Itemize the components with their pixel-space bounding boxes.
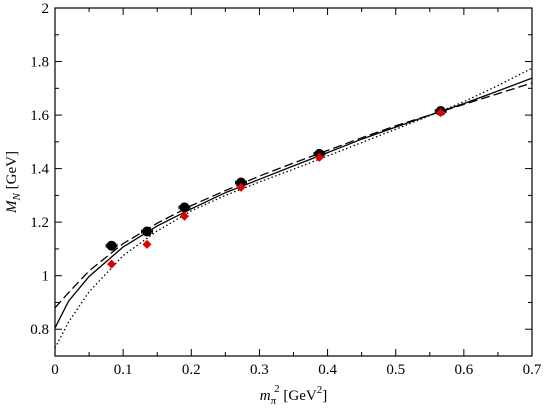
y-tick-label: 2 [42, 1, 50, 17]
tick-labels: 0 0.1 0.2 0.3 0.4 0.5 0.6 0.7 0.8 1 1.2 1.4 1.6 1.8 2 [30, 1, 542, 378]
data-point-diamond [314, 152, 324, 162]
fit-curve-solid [54, 77, 533, 329]
fit-curves [54, 67, 533, 349]
y-label-units: [GeV] [4, 151, 20, 193]
data-point-circle [106, 240, 117, 251]
data-point-diamond [179, 211, 189, 221]
data-point-circle [236, 177, 247, 188]
y-tick-label: 1.2 [30, 215, 49, 231]
y-label-main: M [4, 199, 20, 214]
y-label-sub: N [11, 192, 23, 201]
x-label-units-pre: [GeV [280, 388, 317, 404]
data-point-circle [179, 202, 190, 213]
x-tick-label: 0.5 [386, 362, 405, 378]
x-tick-label: 0.1 [114, 362, 133, 378]
data-point-diamond [107, 259, 117, 269]
x-label-main: m [260, 388, 271, 404]
plot-frame [54, 7, 533, 357]
y-tick-label: 1.8 [30, 55, 49, 71]
x-label-sub: π [271, 395, 277, 407]
x-axis-label: mπ2 [GeV2] [260, 383, 327, 407]
x-tick-label: 0.2 [182, 362, 201, 378]
fit-curve-dashed [54, 82, 533, 309]
data-points [105, 106, 447, 269]
data-point-circle [141, 226, 152, 237]
data-point-diamond [142, 239, 152, 249]
y-tick-label: 1 [42, 269, 50, 285]
y-tick-label: 0.8 [30, 322, 49, 338]
x-label-units-sup: 2 [317, 384, 323, 396]
x-tick-label: 0.4 [318, 362, 337, 378]
fit-curve-dotted [54, 67, 533, 349]
x-tick-label: 0.6 [454, 362, 473, 378]
y-tick-label: 1.6 [30, 108, 49, 124]
x-tick-label: 0.3 [250, 362, 269, 378]
data-point-diamond [436, 108, 446, 118]
x-tick-label: 0 [51, 362, 59, 378]
x-label-sup: 2 [274, 383, 280, 395]
y-axis-label: MN [GeV] [4, 151, 23, 214]
x-tick-label: 0.7 [523, 362, 542, 378]
y-tick-label: 1.4 [30, 162, 49, 178]
x-label-units-post: ] [322, 388, 327, 404]
data-point-diamond [236, 182, 246, 192]
axis-ticks [54, 7, 533, 357]
